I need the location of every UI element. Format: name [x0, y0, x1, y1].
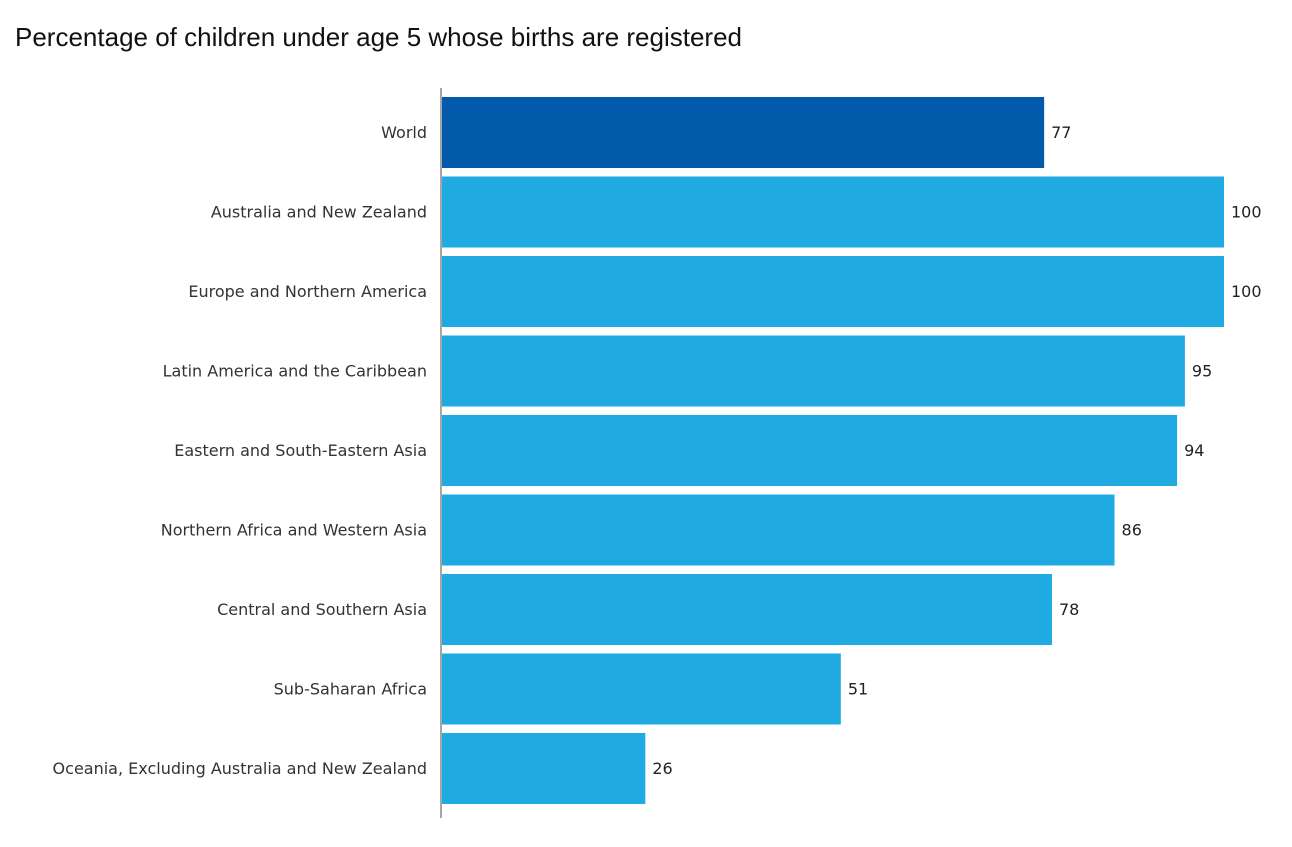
bar	[442, 653, 841, 725]
bar	[442, 733, 646, 804]
category-label: Oceania, Excluding Australia and New Zea…	[53, 759, 427, 778]
value-label: 51	[848, 680, 868, 699]
value-label: 86	[1122, 521, 1142, 540]
bar	[442, 335, 1185, 407]
value-label: 95	[1192, 362, 1212, 381]
bar	[442, 415, 1178, 486]
category-label: Sub-Saharan Africa	[274, 680, 427, 699]
category-label: Central and Southern Asia	[217, 600, 427, 619]
value-label: 77	[1051, 123, 1071, 142]
category-label: Northern Africa and Western Asia	[161, 521, 427, 540]
category-label: Australia and New Zealand	[211, 203, 427, 222]
bar	[442, 256, 1224, 327]
category-label: World	[381, 123, 427, 142]
value-label: 100	[1231, 203, 1262, 222]
bar	[442, 494, 1115, 566]
category-label: Latin America and the Caribbean	[163, 362, 427, 381]
bar	[442, 176, 1224, 248]
bar	[442, 574, 1052, 645]
category-label: Eastern and South-Eastern Asia	[174, 441, 427, 460]
value-label: 26	[652, 759, 672, 778]
value-label: 94	[1184, 441, 1204, 460]
category-label: Europe and Northern America	[188, 282, 427, 301]
value-label: 100	[1231, 282, 1262, 301]
value-label: 78	[1059, 600, 1079, 619]
chart-title: Percentage of children under age 5 whose…	[15, 22, 742, 52]
bar	[442, 97, 1045, 168]
